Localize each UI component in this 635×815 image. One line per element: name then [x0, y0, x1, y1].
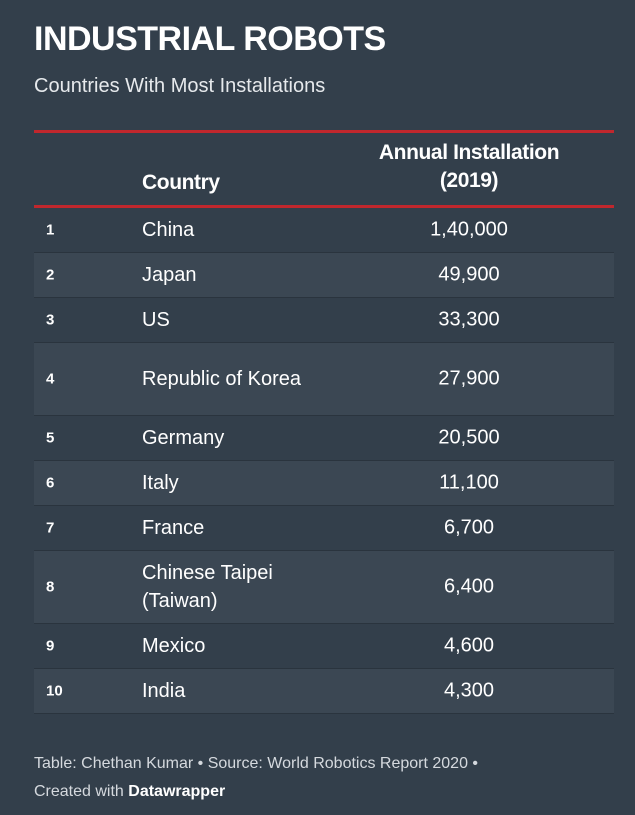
installation-cell: 20,500 — [438, 426, 500, 449]
country-cell: Germany — [142, 427, 225, 449]
table-row: 5 Germany 20,500 — [34, 416, 614, 461]
rank-cell: 8 — [46, 578, 55, 596]
table-row: 10 India 4,300 — [34, 669, 614, 714]
installation-cell: 27,900 — [438, 367, 500, 390]
installation-cell: 4,600 — [443, 634, 495, 657]
country-cell: China — [142, 219, 195, 241]
table-row: 8 Chinese Taipei (Taiwan) 6,400 — [34, 551, 614, 624]
table-row: 3 US 33,300 — [34, 298, 614, 343]
country-cell: Republic of Korea — [142, 368, 301, 390]
rank-cell: 10 — [46, 682, 63, 700]
table-row: 6 Italy 11,100 — [34, 461, 614, 506]
country-cell: Mexico — [142, 635, 206, 657]
country-cell: Chinese Taipei (Taiwan) — [142, 562, 273, 612]
datawrapper-link[interactable]: Datawrapper — [128, 783, 226, 800]
rank-cell: 1 — [46, 221, 55, 239]
column-header-installation-line2: (2019) — [439, 169, 499, 192]
data-table: Country Annual Installation (2019) 1 Chi… — [34, 130, 614, 714]
installation-cell: 1,40,000 — [430, 218, 508, 241]
country-cell: India — [142, 680, 186, 702]
footer-source-line: Table: Chethan Kumar • Source: World Rob… — [34, 755, 479, 772]
table-header: Country Annual Installation (2019) — [34, 133, 614, 205]
column-header-installation: Annual Installation (2019) — [354, 139, 584, 195]
installation-cell: 6,400 — [443, 575, 495, 598]
country-cell: France — [142, 517, 205, 539]
table-row: 9 Mexico 4,600 — [34, 624, 614, 669]
column-header-installation-line1: Annual Installation — [378, 141, 560, 164]
installation-cell: 6,700 — [443, 516, 495, 539]
country-cell: Japan — [142, 264, 197, 286]
table-row: 1 China 1,40,000 — [34, 208, 614, 253]
header-bottom-rule — [34, 205, 614, 208]
installation-cell: 11,100 — [439, 471, 499, 494]
rank-cell: 5 — [46, 429, 55, 447]
rank-cell: 4 — [46, 370, 55, 388]
installation-cell: 49,900 — [438, 263, 500, 286]
table-row: 7 France 6,700 — [34, 506, 614, 551]
header-top-rule — [34, 130, 614, 133]
page-subtitle: Countries With Most Installations — [34, 75, 326, 97]
rank-cell: 3 — [46, 311, 55, 329]
rank-cell: 9 — [46, 637, 55, 655]
country-cell: US — [142, 309, 170, 331]
footer-created-line: Created with Datawrapper — [34, 778, 478, 806]
installation-cell: 33,300 — [438, 308, 500, 331]
footer-created-prefix: Created with — [34, 783, 129, 800]
column-header-country: Country — [142, 171, 220, 194]
country-cell: Italy — [142, 472, 179, 494]
rank-cell: 6 — [46, 474, 55, 492]
table-row: 2 Japan 49,900 — [34, 253, 614, 298]
page-title: INDUSTRIAL ROBOTS — [34, 20, 386, 58]
footer-credits: Table: Chethan Kumar • Source: World Rob… — [34, 750, 478, 806]
rank-cell: 7 — [46, 519, 55, 537]
rank-cell: 2 — [46, 266, 55, 284]
installation-cell: 4,300 — [443, 679, 495, 702]
table-row: 4 Republic of Korea 27,900 — [34, 343, 614, 416]
